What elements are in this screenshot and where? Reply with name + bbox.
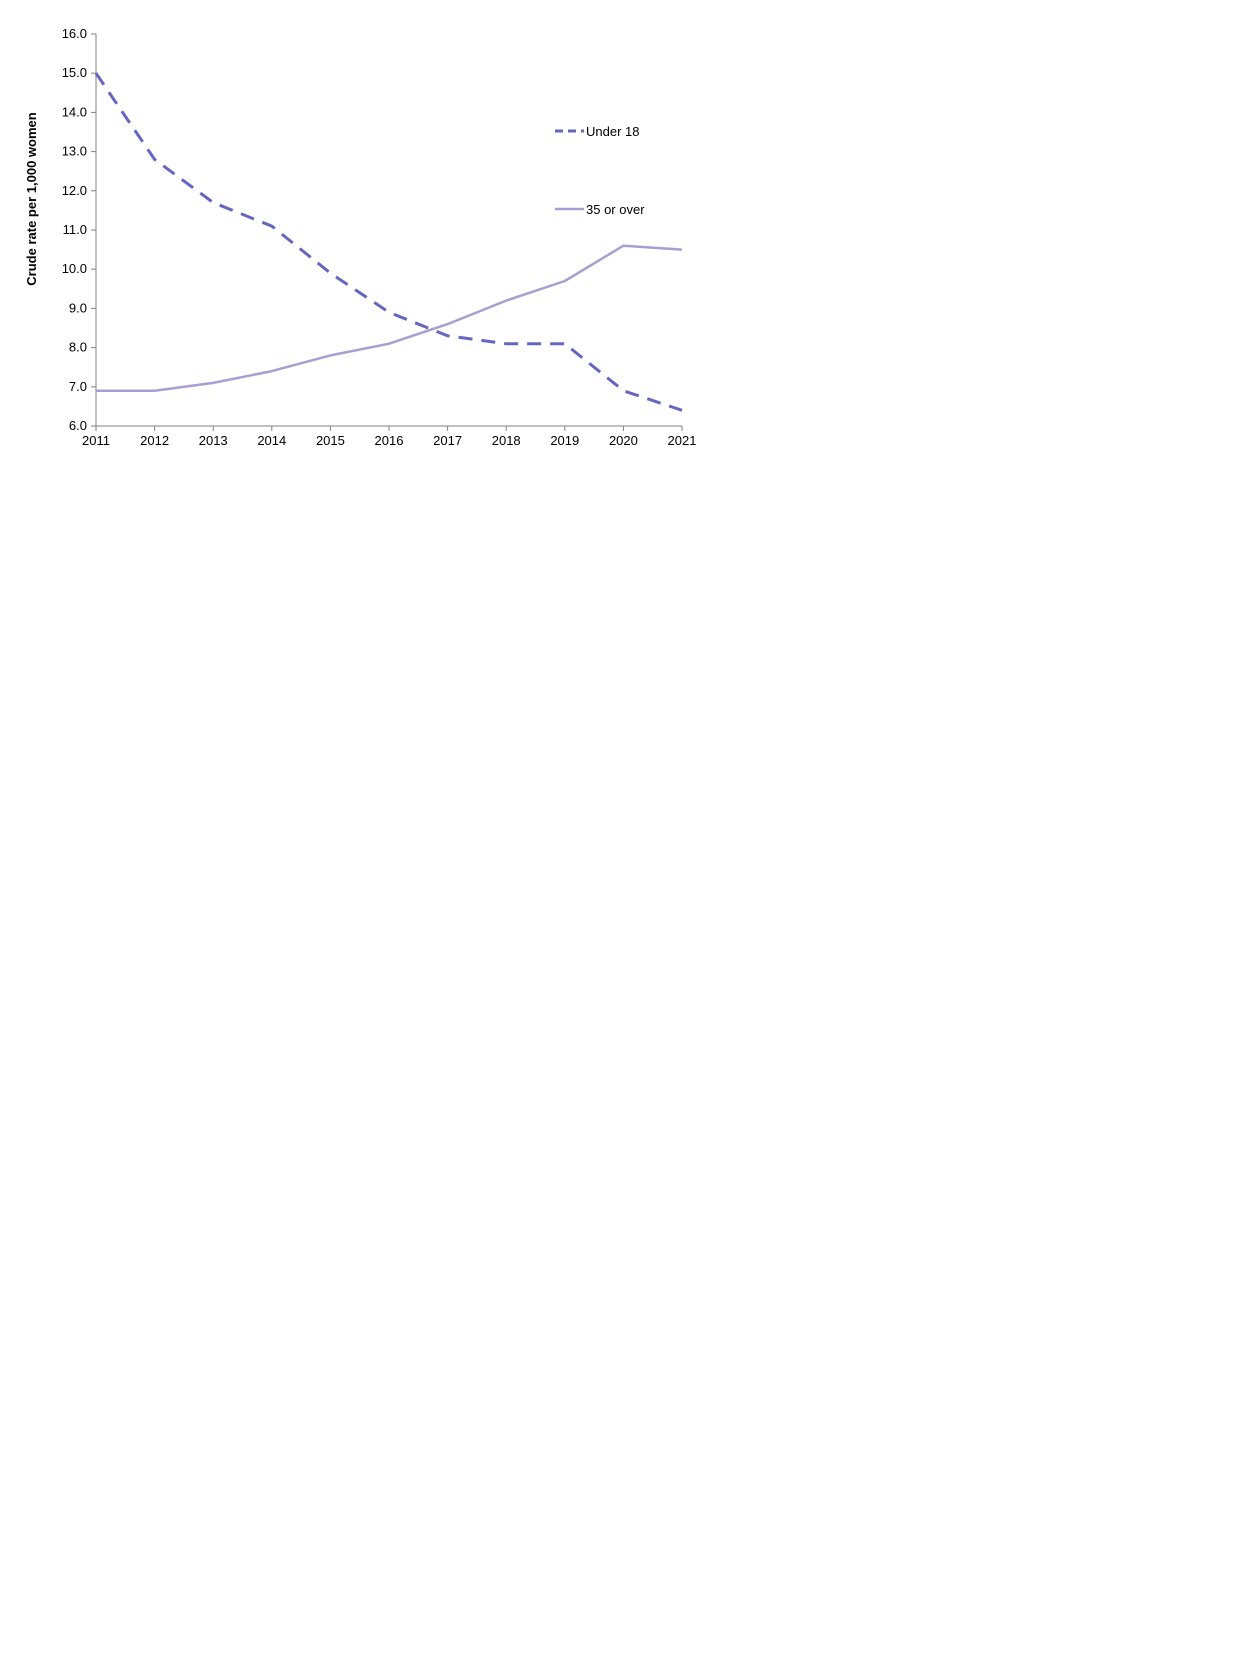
series-lines <box>94 72 683 412</box>
y-axis-ticks: 6.0 7.0 8.0 9.0 10.0 11.0 12.0 13.0 14.0 15.0 16.0 <box>62 26 96 433</box>
y-tick-label: 10.0 <box>62 261 87 276</box>
x-tick-label: 2012 <box>140 433 169 448</box>
y-tick-label: 6.0 <box>69 418 87 433</box>
y-tick-label: 14.0 <box>62 104 87 119</box>
legend-label: Under 18 <box>586 124 639 139</box>
series-line-35-or-over <box>96 244 683 392</box>
x-tick-label: 2020 <box>609 433 638 448</box>
y-tick-label: 8.0 <box>69 340 87 355</box>
y-tick-label: 15.0 <box>62 65 87 80</box>
x-tick-label: 2019 <box>550 433 579 448</box>
y-tick-label: 16.0 <box>62 26 87 41</box>
x-tick-label: 2011 <box>82 433 110 448</box>
legend-label: 35 or over <box>586 202 645 217</box>
x-axis-ticks: 2011 2012 2013 2014 2015 2016 2017 2018 2019 2020… <box>82 426 696 448</box>
x-tick-label: 2018 <box>492 433 521 448</box>
x-tick-label: 2014 <box>257 433 286 448</box>
x-tick-label: 2015 <box>316 433 345 448</box>
y-tick-label: 12.0 <box>62 183 87 198</box>
x-tick-label: 2021 <box>668 433 697 448</box>
y-axis-title: Crude rate per 1,000 women <box>24 112 39 285</box>
y-tick-label: 9.0 <box>69 300 87 315</box>
legend: Under 18 35 or over <box>555 124 645 217</box>
y-tick-label: 13.0 <box>62 144 87 159</box>
y-tick-label: 11.0 <box>63 222 87 237</box>
x-tick-label: 2013 <box>199 433 228 448</box>
x-tick-label: 2016 <box>375 433 404 448</box>
y-tick-label: 7.0 <box>69 379 87 394</box>
x-tick-label: 2017 <box>433 433 462 448</box>
